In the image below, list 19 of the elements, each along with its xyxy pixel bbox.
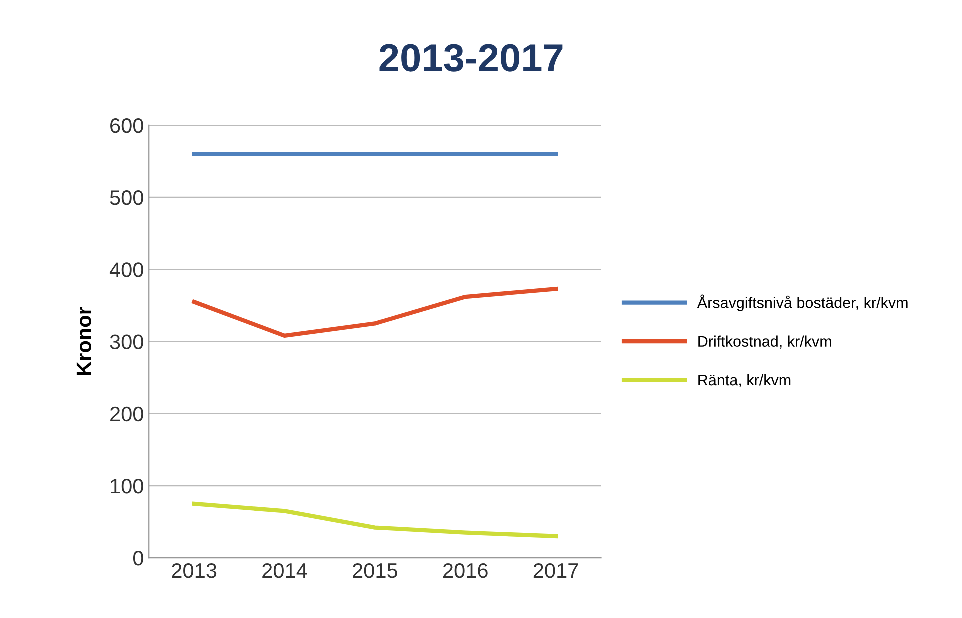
legend-label: Driftkostnad, kr/kvm xyxy=(698,336,832,349)
x-tick-label: 2014 xyxy=(262,563,308,578)
y-axis-title: Kronor xyxy=(76,307,92,376)
x-tick-label: 2015 xyxy=(353,563,398,578)
y-tick-label: 100 xyxy=(111,478,144,494)
line-series xyxy=(192,502,558,539)
legend-label: Ränta, kr/kvm xyxy=(698,374,791,388)
y-tick-label: 0 xyxy=(133,551,144,566)
y-tick-label: 400 xyxy=(110,262,144,278)
y-tick-label: 600 xyxy=(110,118,144,134)
x-tick-label: 2016 xyxy=(443,563,488,578)
x-tick-label: 2017 xyxy=(534,563,578,578)
line-series xyxy=(192,287,558,338)
legend-label: Årsavgiftsnivå bostäder, kr/kvm xyxy=(697,294,908,312)
x-tick-label: 2013 xyxy=(172,563,217,578)
chart-title: 2013-2017 xyxy=(380,44,563,72)
y-tick-label: 200 xyxy=(110,406,144,422)
y-tick-label: 300 xyxy=(110,334,144,350)
y-tick-label: 500 xyxy=(110,190,144,206)
